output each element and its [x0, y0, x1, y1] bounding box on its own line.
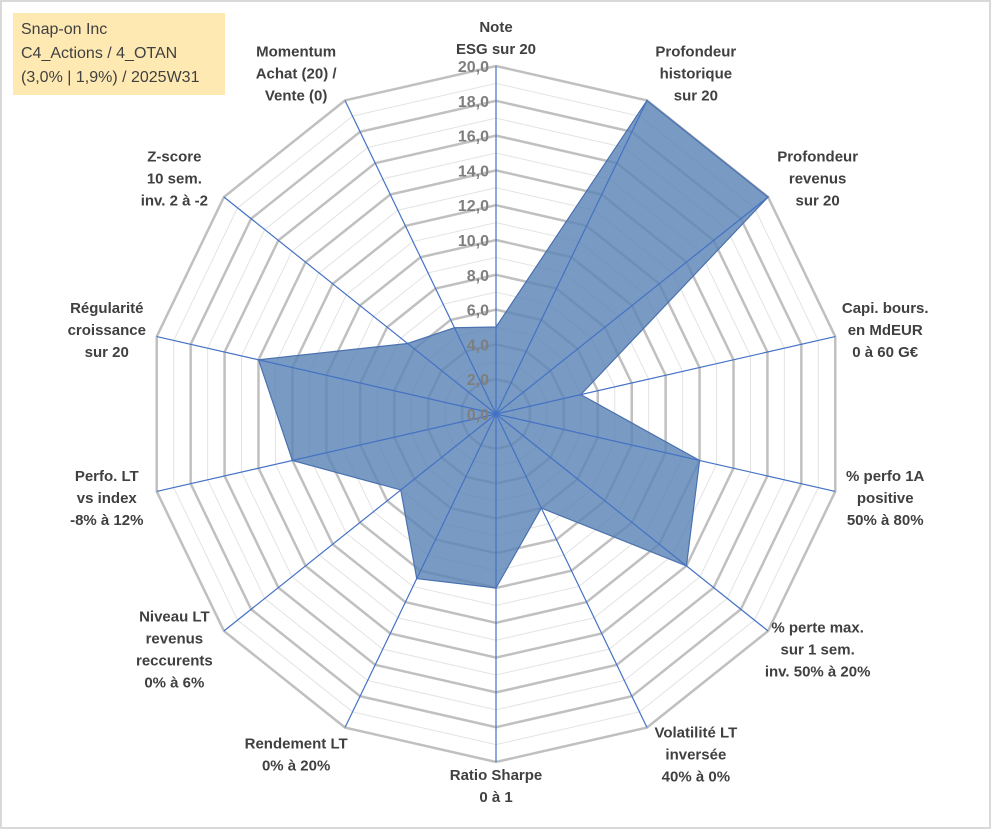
axis-label-line: inversée — [665, 747, 726, 764]
axis-label-line: inv. 50% à 20% — [765, 664, 871, 681]
axis-label-11: Régularité croissance sur 20 — [68, 300, 146, 361]
axis-label-line: Perfo. LT — [75, 468, 139, 485]
axis-label-line: 10 sem. — [147, 170, 202, 187]
axis-label-1: Profondeur historique sur 20 — [655, 43, 736, 104]
axis-label-line: Profondeur — [777, 148, 858, 165]
axis-label-line: Ratio Sharpe — [450, 767, 543, 784]
axis-label-line: sur 20 — [674, 87, 718, 104]
spoke-line — [156, 335, 497, 415]
spoke-line — [495, 335, 836, 415]
axis-label-line: en MdEUR — [848, 322, 923, 339]
tick-label: 8,0 — [467, 268, 489, 285]
axis-label-line: vs index — [77, 490, 138, 507]
axis-label-line: Régularité — [70, 300, 143, 317]
company-name: Snap-on Inc — [21, 21, 108, 38]
axis-label-5: % perte max. sur 1 sem. inv. 50% à 20% — [765, 620, 871, 681]
spoke-line — [344, 100, 497, 415]
axis-label-line: reccurents — [136, 653, 213, 670]
axis-label-12: Z-score 10 sem. inv. 2 à -2 — [141, 148, 208, 209]
axis-label-2: Profondeur revenus sur 20 — [777, 148, 858, 209]
axis-label-9: Niveau LT revenus reccurents 0% à 6% — [136, 609, 213, 692]
axis-label-line: Capi. bours. — [842, 300, 929, 317]
axis-label-line: sur 1 sem. — [781, 642, 855, 659]
axis-label-line: 40% à 0% — [662, 769, 730, 786]
axis-label-line: positive — [857, 490, 914, 507]
axis-label-13: Momentum Achat (20) / Vente (0) — [256, 43, 338, 104]
axis-label-line: 0 à 1 — [479, 789, 512, 806]
spoke-line — [344, 413, 497, 728]
axis-label-10: Perfo. LT vs index -8% à 12% — [70, 468, 143, 529]
spoke-line — [495, 413, 836, 493]
spoke-line — [495, 413, 648, 728]
axis-label-7: Ratio Sharpe 0 à 1 — [450, 767, 543, 806]
tick-label: 12,0 — [458, 198, 489, 215]
axis-label-line: Niveau LT — [139, 609, 210, 626]
axis-label-line: Achat (20) / — [256, 65, 338, 82]
axis-label-3: Capi. bours. en MdEUR 0 à 60 G€ — [842, 300, 929, 361]
spoke-line — [495, 100, 648, 415]
tick-label: 6,0 — [467, 303, 489, 320]
info-box: Snap-on Inc C4_Actions / 4_OTAN (3,0% | … — [13, 13, 225, 95]
tick-label: 4,0 — [467, 337, 489, 354]
spoke-line — [495, 413, 769, 632]
stats-label: (3,0% | 1,9%) / 2025W31 — [21, 69, 200, 86]
tick-label: 14,0 — [458, 163, 489, 180]
axis-label-line: -8% à 12% — [70, 512, 143, 529]
axis-label-line: Volatilité LT — [654, 725, 737, 742]
spoke-line — [223, 413, 497, 632]
spoke-line — [223, 196, 497, 415]
tick-label: 16,0 — [458, 129, 489, 146]
axis-label-line: inv. 2 à -2 — [141, 192, 208, 209]
axis-label-0: Note ESG sur 20 — [456, 19, 536, 58]
category-label: C4_Actions / 4_OTAN — [21, 45, 178, 62]
spoke-line — [156, 413, 497, 493]
axis-label-8: Rendement LT 0% à 20% — [245, 736, 348, 775]
axis-label-4: % perfo 1A positive 50% à 80% — [846, 468, 925, 529]
axis-label-line: 0 à 60 G€ — [852, 344, 919, 361]
tick-label: 20,0 — [458, 59, 489, 76]
axis-label-line: 0% à 20% — [262, 758, 330, 775]
axis-label-line: sur 20 — [85, 344, 129, 361]
axis-label-line: sur 20 — [796, 192, 840, 209]
axis-label-line: croissance — [68, 322, 146, 339]
spoke-line — [495, 196, 769, 415]
tick-label: 18,0 — [458, 94, 489, 111]
axis-label-line: Momentum — [256, 43, 336, 60]
axis-label-line: Profondeur — [655, 43, 736, 60]
axis-label-line: Note — [479, 19, 512, 36]
tick-label: 10,0 — [458, 233, 489, 250]
axis-label-line: 50% à 80% — [847, 512, 924, 529]
axis-label-line: ESG sur 20 — [456, 41, 536, 58]
axis-label-line: Vente (0) — [265, 87, 328, 104]
axis-label-line: revenus — [789, 170, 847, 187]
tick-label: 2,0 — [467, 372, 489, 389]
axis-label-line: Rendement LT — [245, 736, 348, 753]
axis-label-line: Z-score — [147, 148, 201, 165]
axis-label-line: 0% à 6% — [144, 675, 204, 692]
axis-label-line: % perte max. — [771, 620, 864, 637]
axis-label-line: % perfo 1A — [846, 468, 925, 485]
axis-label-line: revenus — [146, 631, 204, 648]
axis-label-6: Volatilité LT inversée 40% à 0% — [654, 725, 737, 786]
tick-label: 0,0 — [467, 407, 489, 424]
axis-label-line: historique — [660, 65, 733, 82]
